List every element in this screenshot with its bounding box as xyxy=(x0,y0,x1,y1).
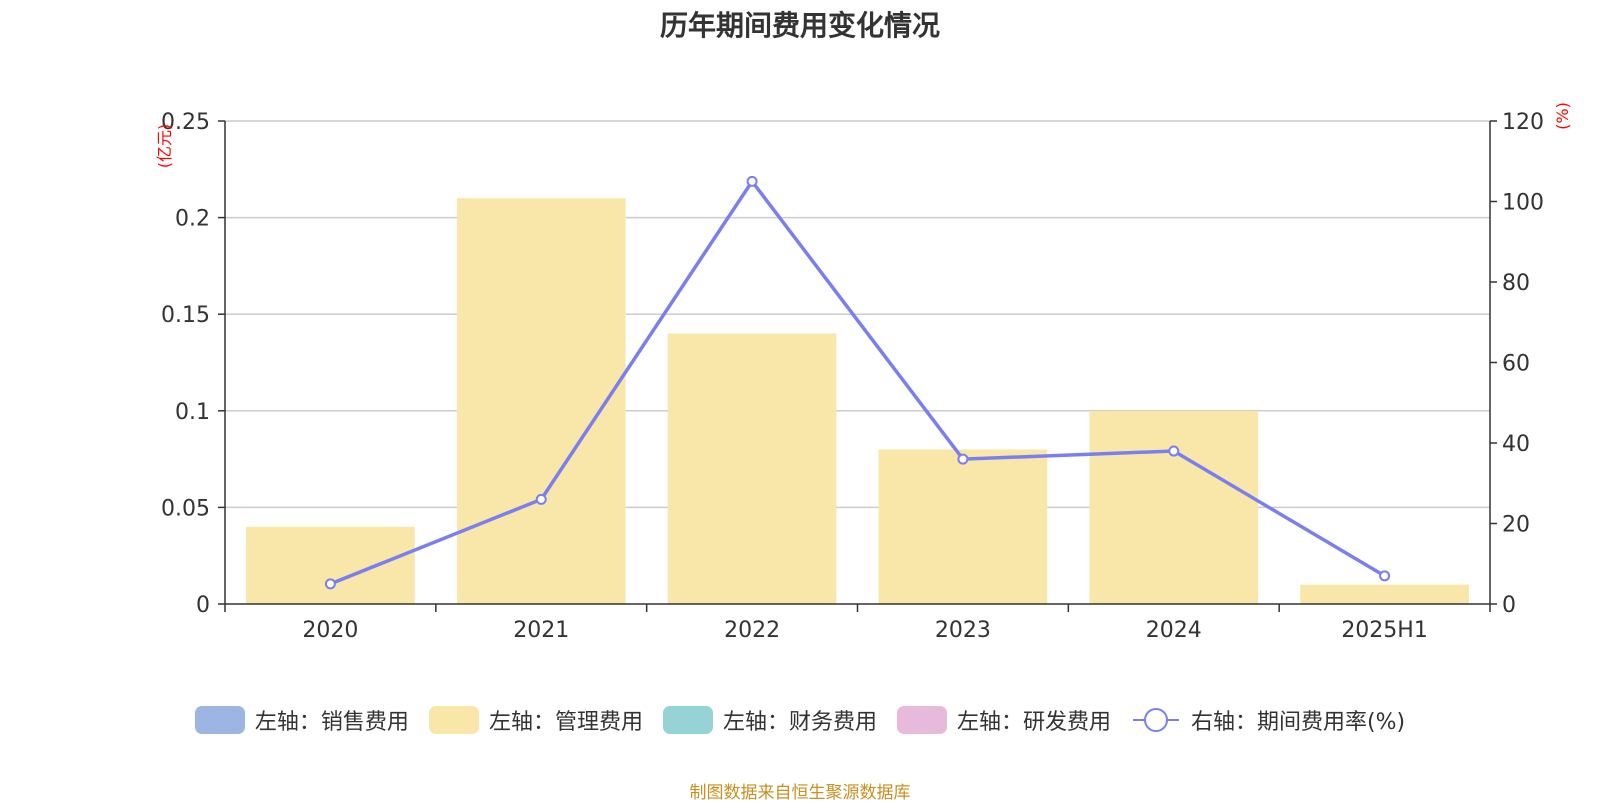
chart-title: 历年期间费用变化情况 xyxy=(659,9,940,42)
right-axis-tick-label: 20 xyxy=(1502,513,1530,538)
x-axis-label-2025H1: 2025H1 xyxy=(1341,618,1428,643)
x-axis-label-2022: 2022 xyxy=(724,618,780,643)
legend: 左轴：销售费用 左轴：管理费用 左轴：财务费用 左轴：研发费用 右轴：期间费用率(%) xyxy=(0,704,1600,736)
left-axis-tick-label: 0.25 xyxy=(161,110,210,135)
left-axis-tick-label: 0.15 xyxy=(161,303,210,328)
left-axis-tick-label: 0.05 xyxy=(161,496,210,521)
axes: 0 0.05 0.1 0.15 0.2 0.25 0 20 40 60 80 100 120 2020 20… xyxy=(161,110,1544,643)
x-axis-label-2023: 2023 xyxy=(935,618,991,643)
legend-swatch xyxy=(194,706,245,734)
bar-2025H1 xyxy=(1300,584,1469,604)
right-axis-unit: (%) xyxy=(1553,102,1572,130)
left-axis-tick-label: 0.2 xyxy=(175,207,210,232)
x-axis-label-2021: 2021 xyxy=(513,618,569,643)
rate-point-2021 xyxy=(535,493,547,505)
grid-lines xyxy=(225,120,1490,509)
legend-label: 左轴：财务费用 xyxy=(722,710,877,735)
bar-2021 xyxy=(456,198,626,604)
right-axis-tick-label: 0 xyxy=(1502,593,1516,618)
rate-point-2022 xyxy=(746,175,758,187)
right-axis-tick-label: 60 xyxy=(1502,352,1530,377)
x-axis-label-2024: 2024 xyxy=(1146,618,1202,643)
left-axis-tick-label: 0 xyxy=(196,593,210,618)
left-axis-tick-label: 0.1 xyxy=(175,400,210,425)
source-note: 制图数据来自恒生聚源数据库 xyxy=(689,783,911,803)
x-axis-label-2020: 2020 xyxy=(302,618,358,643)
bar-2020 xyxy=(246,526,415,604)
rate-point-2024 xyxy=(1168,445,1180,457)
rate-point-2025H1 xyxy=(1379,570,1391,582)
legend-line-icon xyxy=(1132,708,1179,732)
legend-swatch xyxy=(662,706,713,734)
bar-2023 xyxy=(878,449,1048,604)
legend-item-1[interactable]: 左轴：管理费用 xyxy=(428,704,643,736)
bar-2022 xyxy=(667,333,837,604)
right-axis-tick-label: 40 xyxy=(1502,432,1530,457)
right-axis-tick-label: 80 xyxy=(1502,271,1530,296)
left-axis-unit: (亿元) xyxy=(155,124,174,169)
legend-item-4[interactable]: 右轴：期间费用率(%) xyxy=(1131,704,1405,736)
right-axis-tick-label: 120 xyxy=(1502,110,1544,135)
legend-item-3[interactable]: 左轴：研发费用 xyxy=(896,704,1111,736)
legend-label: 左轴：销售费用 xyxy=(254,710,409,735)
rate-line xyxy=(324,175,1391,590)
legend-swatch xyxy=(896,706,947,734)
bar-2024 xyxy=(1089,410,1259,604)
legend-swatch xyxy=(428,706,479,734)
bars xyxy=(246,198,1469,604)
legend-item-2[interactable]: 左轴：财务费用 xyxy=(662,704,877,736)
rate-point-2020 xyxy=(324,578,336,590)
legend-label: 左轴：研发费用 xyxy=(956,710,1111,735)
legend-label: 右轴：期间费用率(%) xyxy=(1190,710,1406,735)
right-axis-tick-label: 100 xyxy=(1502,191,1544,216)
rate-line-path xyxy=(329,178,1386,586)
legend-label: 左轴：管理费用 xyxy=(488,710,643,735)
rate-point-2023 xyxy=(957,453,969,465)
legend-item-0[interactable]: 左轴：销售费用 xyxy=(194,704,409,736)
